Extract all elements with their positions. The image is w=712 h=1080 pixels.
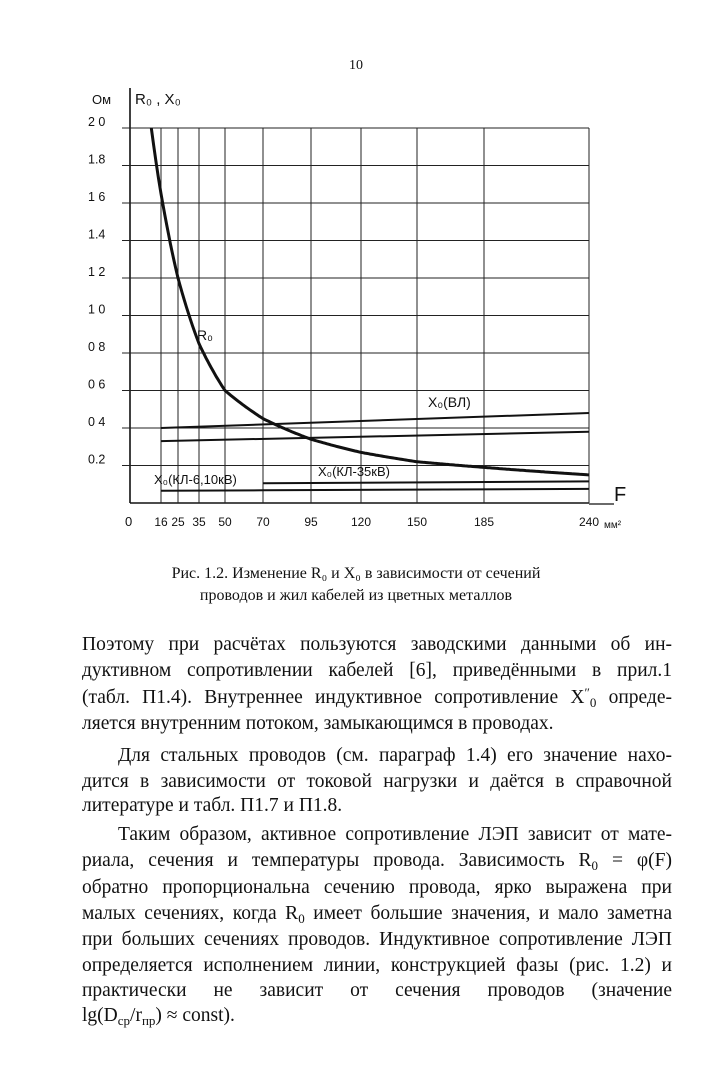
text-line: при больших сечениях проводов. Индуктивн… [82, 928, 672, 952]
text-segment: малых сечениях, когда R [82, 903, 299, 924]
text-segment: риала, сечения и температуры провода. За… [82, 850, 592, 871]
text-segment: определяется исполнением линии, конструк… [82, 955, 672, 976]
text-line: литературе и табл. П1.7 и П1.8. [82, 794, 672, 818]
text-segment: имеет большие значения, и мало заметна [304, 903, 673, 924]
series-line-1 [160, 412, 590, 429]
text-segment: практически не зависит от сечения провод… [82, 980, 672, 1001]
figure-caption-line-2: проводов и жил кабелей из цветных металл… [199, 587, 513, 604]
text-line: малых сечениях, когда R0 имеет большие з… [82, 902, 672, 926]
text-segment: lg(D [82, 1005, 118, 1026]
text-segment: дится в зависимости от токовой нагрузки … [82, 771, 672, 792]
x-tick-label: 35 [192, 515, 206, 529]
x-tick-label: 50 [218, 515, 232, 529]
text-segment: при больших сечениях проводов. Индуктивн… [82, 929, 672, 950]
series-label-x0-kl610: X₀(КЛ-6,10кВ) [154, 472, 237, 487]
series-label-x0-vl: X₀(ВЛ) [428, 394, 471, 410]
text-segment: Поэтому при расчётах пользуются заводски… [82, 634, 672, 655]
text-segment: 0 [589, 695, 597, 710]
series-line-4 [160, 487, 590, 492]
text-line: обратно пропорциональна сечению провода,… [82, 876, 672, 900]
y-axis-label: R₀ , X₀ [135, 91, 181, 108]
figure-chart: 16 25 35 50 70 95 120 150 185 240 0.2 0 4 0 6 0 8 1 0 1… [88, 88, 626, 531]
page-number: 10 [349, 58, 363, 73]
series-label-r0: R₀ [197, 327, 213, 343]
text-line: риала, сечения и температуры провода. За… [82, 849, 672, 873]
series-line-r0 [149, 127, 590, 477]
text-segment: 0 [591, 858, 599, 873]
series-line-3 [262, 480, 590, 485]
series-line-2 [160, 430, 590, 443]
y-tick-label: 2 0 [88, 115, 105, 129]
figure-caption-line-1: Рис. 1.2. Изменение R₀ и X₀ в зависимост… [171, 565, 541, 582]
y-tick-label: 0 4 [88, 415, 105, 429]
text-line: lg(Dср/rпр) ≈ const). [82, 1004, 672, 1028]
text-segment: литературе и табл. П1.7 и П1.8. [82, 795, 343, 816]
text-segment: ″ [584, 685, 590, 700]
y-unit-label: Ом [92, 92, 111, 107]
x-tick-label: 240 [579, 515, 599, 529]
text-segment: /r [130, 1005, 142, 1026]
text-segment: Таким образом, активное сопротивление ЛЭ… [118, 824, 672, 845]
x-axis-label: F [614, 484, 626, 506]
text-segment: обратно пропорциональна сечению провода,… [82, 877, 672, 898]
text-segment: дуктивном сопротивлении кабелей [6], при… [82, 660, 672, 681]
x-tick-label: 120 [351, 515, 371, 529]
origin-label: 0 [125, 514, 132, 529]
text-segment: пр [141, 1013, 156, 1028]
chart-labels: 16 25 35 50 70 95 120 150 185 240 0.2 0 4 0 6 0 8 1 0 1… [88, 91, 626, 531]
x-tick-label: 16 [154, 515, 168, 529]
text-line: ляется внутренним потоком, замыкающимся … [82, 712, 672, 736]
y-tick-label: 1.8 [88, 153, 105, 167]
text-segment: = φ(F) [598, 850, 672, 871]
y-tick-label: 1 0 [88, 303, 105, 317]
text-segment: опреде- [596, 687, 672, 708]
chart-series [149, 127, 590, 492]
text-segment: Для стальных проводов (см. параграф 1.4)… [118, 745, 672, 766]
chart-grid [122, 88, 614, 505]
series-label-x0-kl35: X₀(КЛ-35кВ) [318, 464, 390, 479]
text-line: определяется исполнением линии, конструк… [82, 954, 672, 978]
x-tick-label: 95 [304, 515, 318, 529]
y-tick-label: 0.2 [88, 453, 105, 467]
text-line: дится в зависимости от токовой нагрузки … [82, 770, 672, 794]
text-segment: ср [117, 1013, 131, 1028]
x-unit-label: мм² [604, 520, 622, 531]
text-line: (табл. П1.4). Внутреннее индуктивное соп… [82, 686, 672, 710]
y-tick-label: 0 8 [88, 340, 105, 354]
y-tick-label: 0 6 [88, 378, 105, 392]
x-tick-label: 185 [474, 515, 494, 529]
text-line: Для стальных проводов (см. параграф 1.4)… [118, 744, 672, 768]
text-segment: (табл. П1.4). Внутреннее индуктивное соп… [82, 687, 585, 708]
y-tick-label: 1.4 [88, 228, 105, 242]
text-line: практически не зависит от сечения провод… [82, 979, 672, 1003]
text-line: Поэтому при расчётах пользуются заводски… [82, 633, 672, 657]
x-tick-label: 25 [171, 515, 185, 529]
text-segment: ляется внутренним потоком, замыкающимся … [82, 713, 554, 734]
x-tick-label: 70 [256, 515, 270, 529]
y-tick-label: 1 6 [88, 190, 105, 204]
text-line: Таким образом, активное сопротивление ЛЭ… [118, 823, 672, 847]
x-tick-label: 150 [407, 515, 427, 529]
y-tick-label: 1 2 [88, 265, 105, 279]
text-line: дуктивном сопротивлении кабелей [6], при… [82, 659, 672, 683]
text-segment: 0 [298, 911, 305, 926]
text-segment: ) ≈ const). [155, 1005, 235, 1026]
